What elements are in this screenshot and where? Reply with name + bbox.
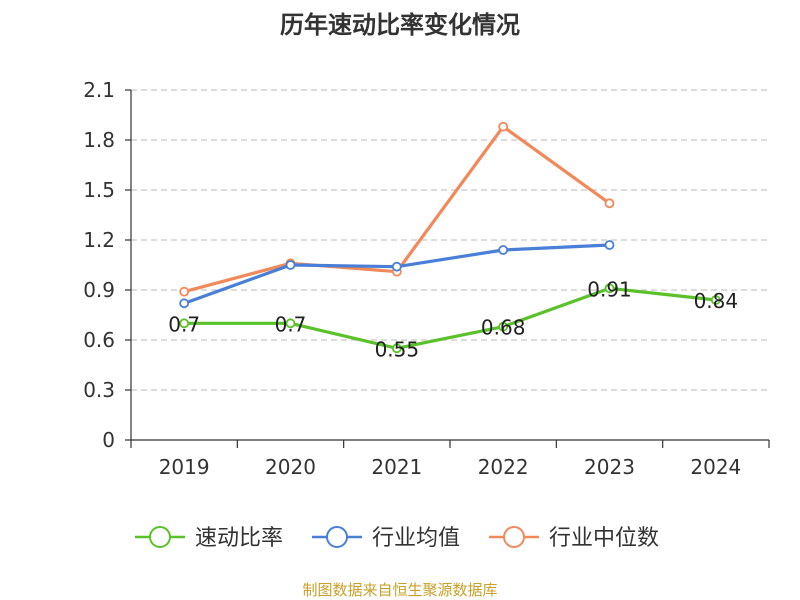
y-tick-label: 0.9: [83, 278, 115, 302]
data-point: [179, 286, 190, 297]
axes: 0 0.3 0.6 0.9 1.2 1.5 1.8 2.1 2019 2020 2021 2022 20…: [83, 78, 770, 479]
legend-item[interactable]: 行业均值: [312, 526, 460, 551]
y-tick-label: 0: [102, 428, 115, 452]
data-point: [179, 298, 190, 309]
legend-marker: [326, 526, 348, 548]
x-tick-label: 2022: [478, 455, 529, 479]
legend-item[interactable]: 行业中位数: [489, 526, 659, 551]
data-label: 0.68: [481, 316, 526, 340]
data-point: [604, 283, 615, 294]
legend-label: 行业中位数: [549, 526, 659, 551]
legend-label: 行业均值: [372, 526, 460, 551]
data-point: [179, 318, 190, 329]
data-point: [285, 318, 296, 329]
grid: [131, 89, 769, 391]
x-tick-label: 2020: [265, 455, 316, 479]
y-tick-label: 0.3: [83, 378, 115, 402]
series-line: [184, 286, 717, 350]
data-point: [285, 260, 296, 270]
chart-title: 历年速动比率变化情况: [280, 11, 520, 39]
x-tick-label: 2021: [371, 455, 422, 479]
legend-label: 速动比率: [195, 526, 283, 551]
data-point: [710, 295, 721, 305]
x-tick-label: 2019: [159, 455, 210, 479]
data-point: [498, 121, 509, 132]
data-point: [498, 245, 509, 255]
legend-marker: [503, 526, 525, 548]
data-point: [604, 240, 615, 250]
data-labels: 0.7 0.7 0.55 0.68 0.91 0.84: [168, 277, 738, 361]
data-point: [604, 198, 615, 209]
y-tick-label: 1.8: [83, 128, 115, 152]
y-tick-label: 0.6: [83, 328, 115, 352]
x-tick-label: 2023: [584, 455, 635, 479]
data-label: 0.7: [168, 312, 200, 336]
x-tick-label: 2024: [690, 455, 741, 479]
data-label: 0.91: [587, 277, 632, 301]
data-label: 0.7: [275, 312, 307, 336]
series-group: [179, 121, 721, 354]
y-tick-label: 2.1: [83, 78, 115, 102]
source-text: 制图数据来自恒生聚源数据库: [302, 581, 497, 599]
data-point: [498, 321, 509, 332]
data-label: 0.55: [375, 337, 420, 361]
data-point: [391, 343, 402, 354]
legend-marker: [149, 526, 171, 548]
legend[interactable]: 速动比率 行业均值 行业中位数: [135, 526, 659, 551]
y-tick-label: 1.2: [83, 228, 115, 252]
y-tick-label: 1.5: [83, 178, 115, 202]
legend-item[interactable]: 速动比率: [135, 526, 283, 551]
data-label: 0.84: [694, 289, 739, 313]
data-point: [391, 261, 402, 272]
